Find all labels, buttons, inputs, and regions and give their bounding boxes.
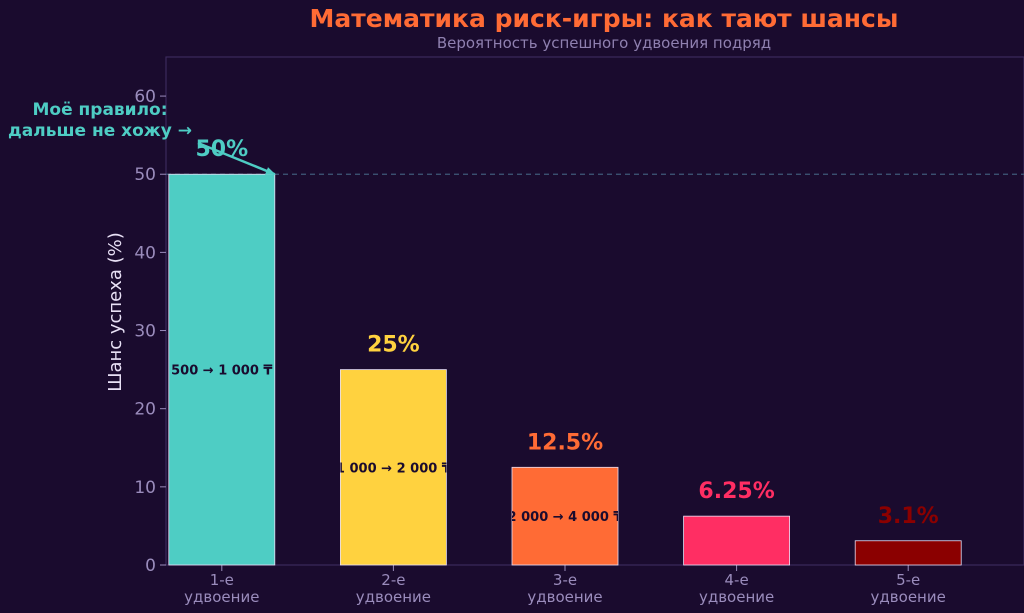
bar-inner-label: 2 000 → 4 000 ₸ <box>508 510 623 525</box>
y-tick-label: 40 <box>134 243 156 263</box>
x-tick-label-line: удвоение <box>184 588 259 606</box>
annotation-line: дальше не хожу → <box>8 121 192 141</box>
chart-subtitle: Вероятность успешного удвоения подряд <box>437 34 771 52</box>
value-label: 3.1% <box>878 504 939 529</box>
y-axis-label: Шанс успеха (%) <box>105 232 126 392</box>
bar <box>168 173 276 566</box>
bars <box>168 173 962 566</box>
annotation-arrow <box>197 141 276 176</box>
x-tick-label: 2-е удвоение <box>356 571 431 606</box>
y-tick-label: 30 <box>134 322 156 342</box>
y-tick-label: 20 <box>134 400 156 420</box>
x-tick-label-line: удвоение <box>356 588 431 606</box>
x-tick-label-line: удвоение <box>527 588 602 606</box>
value-label: 50% <box>195 137 248 162</box>
bar-inner-label: 1 000 → 2 000 ₸ <box>336 461 451 476</box>
x-tick-label: 1-е удвоение <box>184 571 259 606</box>
x-tick-label-line: 4-е <box>725 571 749 589</box>
annotation-line: Моё правило: <box>32 100 167 120</box>
x-tick-label: 5-е удвоение <box>871 571 946 606</box>
bar <box>511 466 619 566</box>
annotation-text: Моё правило: дальше не хожу → <box>8 100 192 141</box>
bar <box>854 540 962 566</box>
y-tick-label: 60 <box>134 87 156 107</box>
x-tick-label: 4-е удвоение <box>699 571 774 606</box>
bar-inner-label: 500 → 1 000 ₸ <box>171 364 272 379</box>
y-tick-label: 50 <box>134 165 156 185</box>
value-label: 25% <box>367 333 420 358</box>
chart-title: Математика риск-игры: как тают шансы <box>310 4 899 33</box>
x-tick-label: 3-е удвоение <box>527 571 602 606</box>
value-label: 6.25% <box>698 479 774 504</box>
x-tick-label-line: 1-е <box>210 571 234 589</box>
x-tick-label-line: удвоение <box>699 588 774 606</box>
y-tick-label: 0 <box>145 556 156 576</box>
bar <box>339 369 447 566</box>
x-tick-label-line: 5-е <box>896 571 920 589</box>
annotation-layer: Моё правило: дальше не хожу → <box>8 100 276 176</box>
x-tick-label-line: удвоение <box>871 588 946 606</box>
value-label: 12.5% <box>527 430 603 455</box>
x-tick-label-line: 3-е <box>553 571 577 589</box>
x-tick-label-line: 2-е <box>381 571 405 589</box>
y-tick-label: 10 <box>134 478 156 498</box>
bar <box>683 515 790 566</box>
